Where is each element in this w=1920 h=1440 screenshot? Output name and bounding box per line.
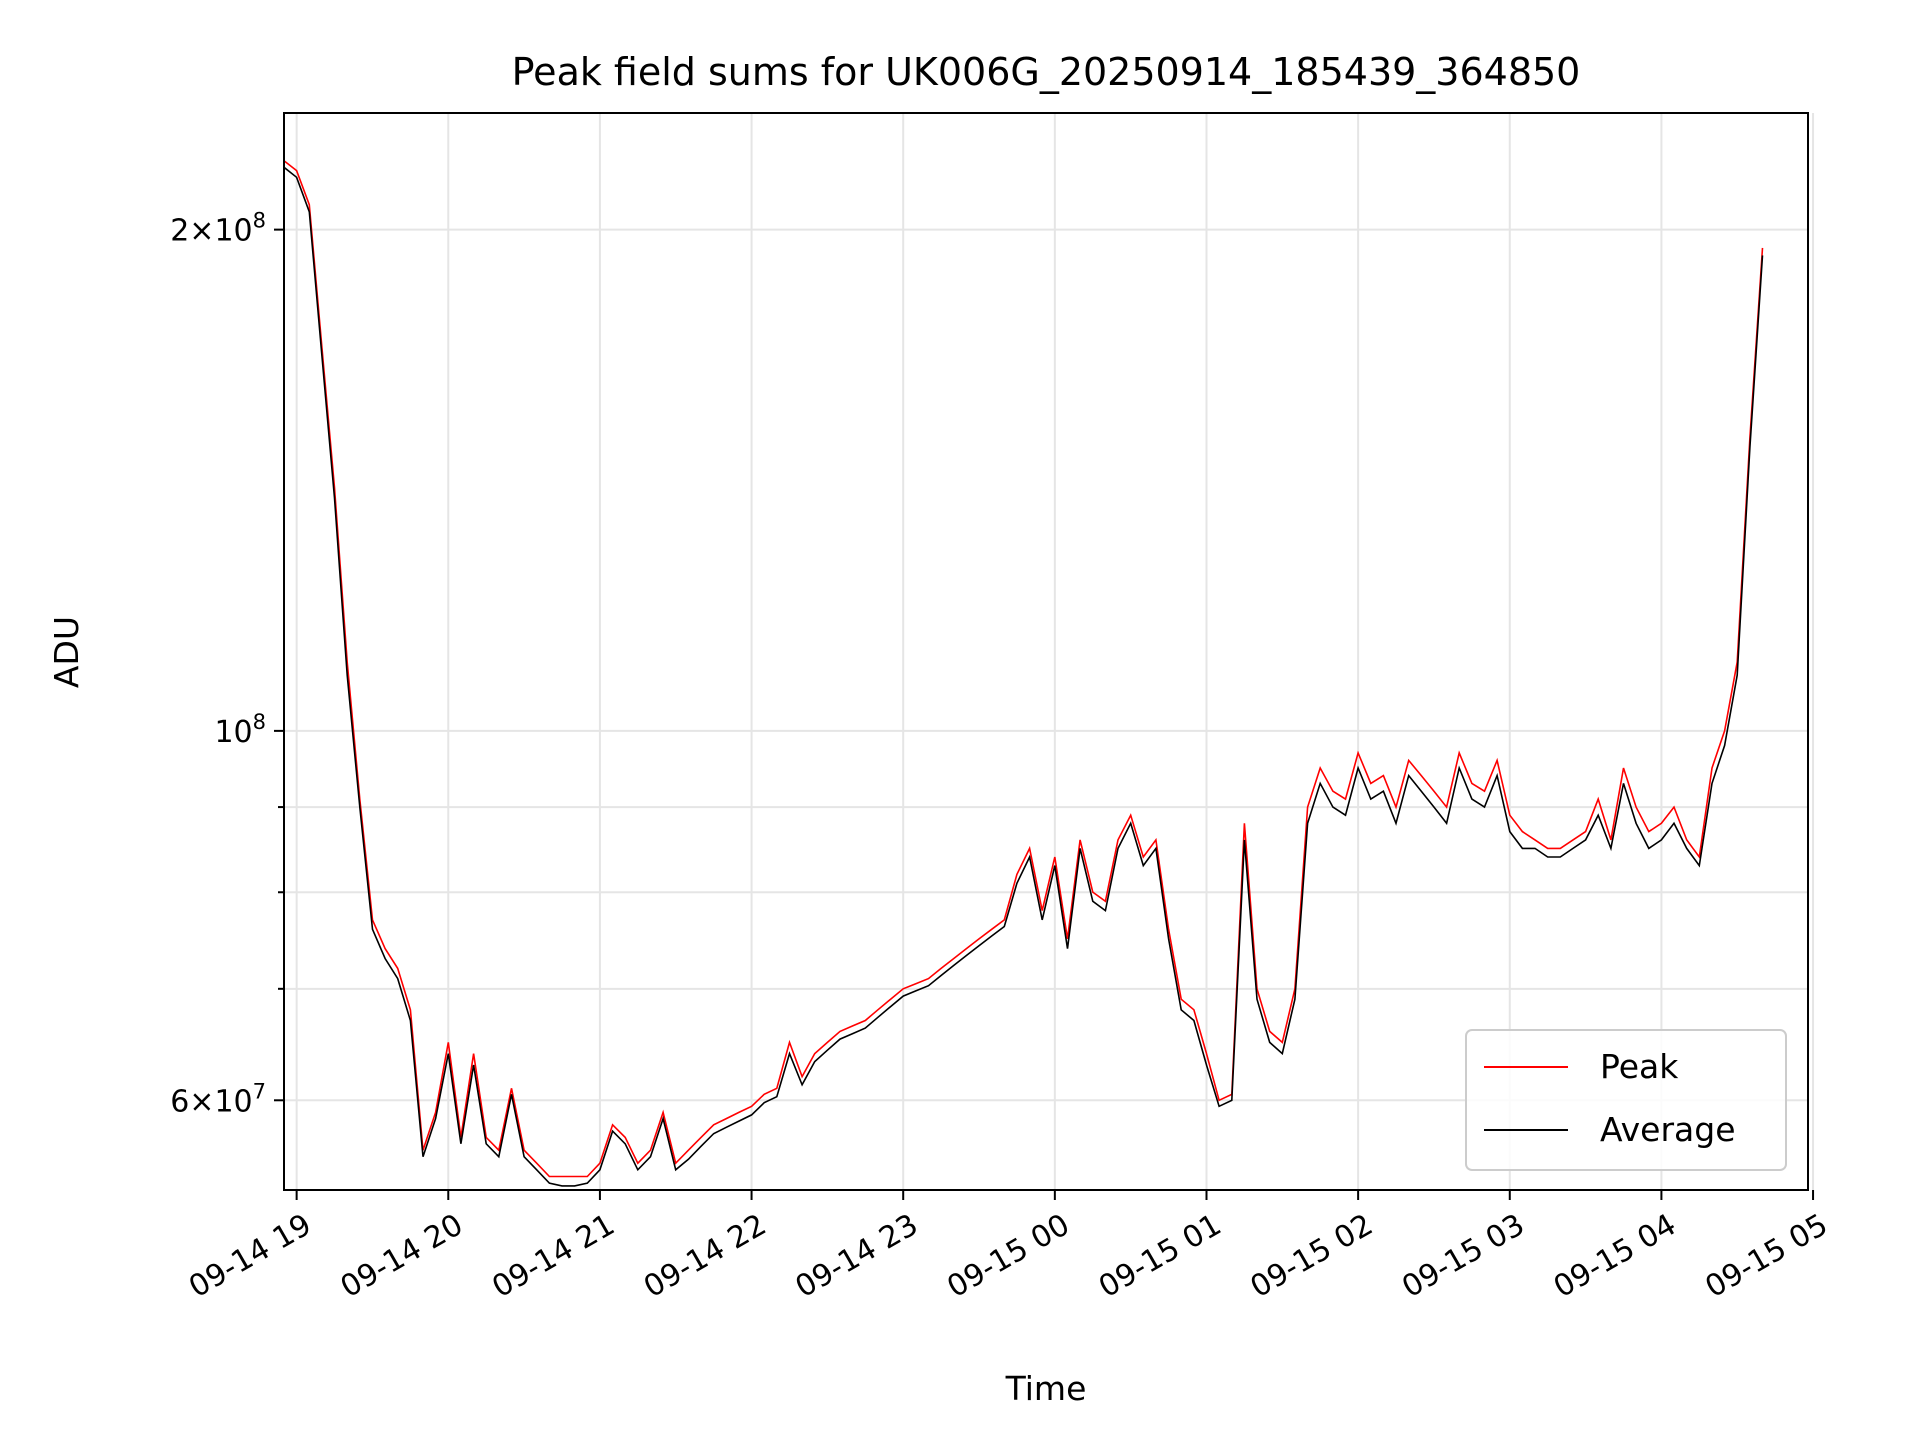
grid: [284, 113, 1815, 1190]
plot-area: [284, 160, 1764, 1187]
x-axis-label: Time: [1005, 1369, 1087, 1408]
legend-box: [1465, 1029, 1787, 1171]
axes-frame: [283, 112, 1809, 1191]
legend-label-average: Average: [1600, 1110, 1736, 1149]
y-tick-label: 6×107: [170, 1079, 266, 1119]
y-tick-label: 2×108: [170, 209, 266, 249]
legend: Peak Average: [1465, 1029, 1787, 1171]
chart-title: Peak field sums for UK006G_20250914_1854…: [512, 50, 1581, 94]
series-line-average: [284, 166, 1764, 1187]
y-tick-label: 108: [214, 710, 266, 750]
series-line-peak: [284, 160, 1764, 1178]
y-axis-label: ADU: [47, 616, 86, 688]
legend-label-peak: Peak: [1600, 1047, 1679, 1086]
